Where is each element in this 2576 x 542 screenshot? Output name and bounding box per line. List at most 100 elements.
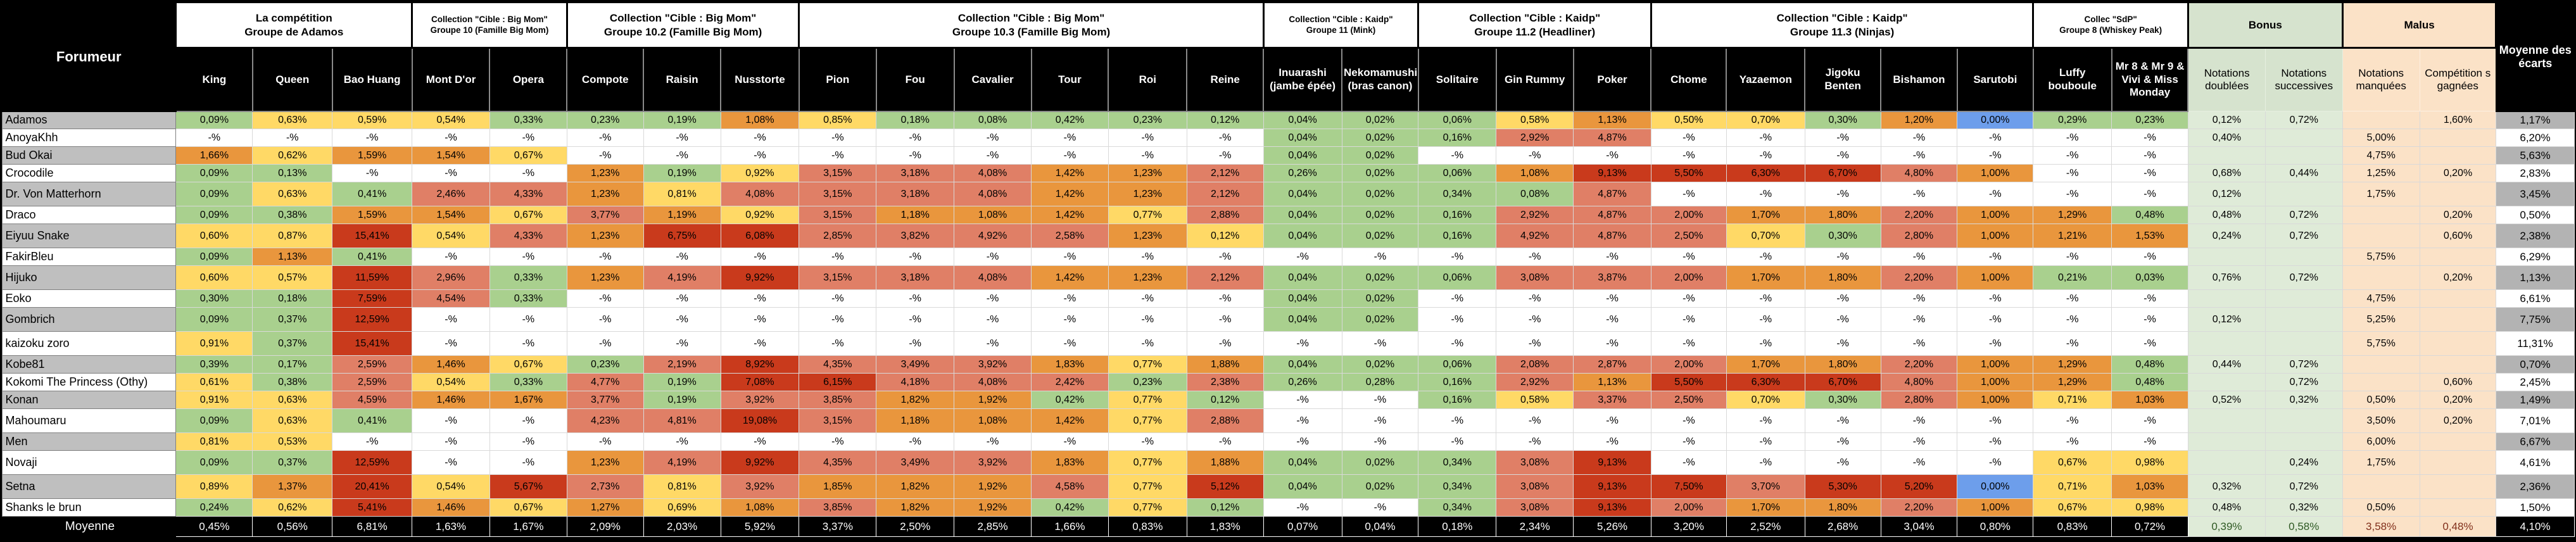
data-cell: 1,46% <box>412 498 490 517</box>
data-cell: 2,38% <box>1186 373 1264 391</box>
data-cell: 3,85% <box>799 391 877 409</box>
data-cell: -% <box>1957 450 2034 475</box>
data-cell: -% <box>1726 182 1805 206</box>
data-cell: -% <box>1031 146 1109 165</box>
forumeur-name: Dr. Von Matterhorn <box>1 182 177 206</box>
avg-data-cell: 5,26% <box>1573 516 1651 537</box>
data-cell: 0,29% <box>2033 111 2112 129</box>
data-cell: 4,59% <box>332 391 413 409</box>
malus-cell <box>2419 331 2497 356</box>
malus-cell <box>2419 289 2497 308</box>
data-cell: -% <box>720 307 800 332</box>
data-cell: 9,92% <box>720 265 800 290</box>
group-header-5: Collection "Cible : Kaidp" Groupe 11.2 (… <box>1417 1 1652 49</box>
data-cell: 0,77% <box>1108 408 1187 433</box>
malus-cell: 0,20% <box>2419 164 2497 182</box>
data-cell: 2,73% <box>566 474 644 499</box>
data-cell: 4,08% <box>720 182 800 206</box>
bonus-cell: 0,24% <box>2264 450 2343 475</box>
data-cell: 4,33% <box>489 224 567 248</box>
data-cell: 0,18% <box>252 289 333 308</box>
avg-cell: 6,61% <box>2496 289 2575 308</box>
data-cell: 1,82% <box>876 391 955 409</box>
data-cell: 0,02% <box>1341 450 1419 475</box>
forumeur-name: Novaji <box>1 450 177 475</box>
data-cell: 0,06% <box>1418 164 1497 182</box>
bonus-cell <box>2264 307 2343 332</box>
data-cell: 9,13% <box>1573 474 1651 499</box>
data-cell: -% <box>566 289 644 308</box>
data-cell: -% <box>1650 289 1727 308</box>
data-cell: 1,70% <box>1726 355 1805 374</box>
bonus-cell: 0,12% <box>2187 111 2266 129</box>
data-cell: -% <box>954 129 1032 147</box>
data-cell: 6,30% <box>1726 164 1805 182</box>
data-cell: -% <box>1418 432 1497 451</box>
column-header: Solitaire <box>1417 47 1497 112</box>
data-cell: 0,02% <box>1341 182 1419 206</box>
data-cell: 0,34% <box>1418 450 1497 475</box>
data-cell: 0,33% <box>489 373 567 391</box>
data-cell: -% <box>1650 307 1727 332</box>
data-cell: 1,19% <box>643 206 721 224</box>
data-cell: 2,50% <box>1650 391 1727 409</box>
data-cell: 0,58% <box>1496 391 1574 409</box>
data-cell: -% <box>1804 450 1881 475</box>
data-cell: 1,08% <box>1496 164 1574 182</box>
data-cell: 2,87% <box>1573 355 1651 374</box>
data-cell: 6,30% <box>1726 373 1805 391</box>
data-cell: 1,53% <box>2111 224 2188 248</box>
data-cell: 2,12% <box>1186 164 1264 182</box>
table-row: Gombrich 0,09% 0,37% 12,59% -% -% -% -% -% -% -% -%… <box>1 307 2575 332</box>
data-cell: 6,70% <box>1804 373 1881 391</box>
malus-cell: 5,75% <box>2342 248 2420 266</box>
data-cell: -% <box>1418 289 1497 308</box>
data-cell: -% <box>643 307 721 332</box>
group-header-0: La compétition Groupe de Adamos <box>175 1 414 49</box>
table-row: Kobe81 0,39% 0,17% 2,59% 1,46% 0,67% 0,23% 2,19… <box>1 355 2575 374</box>
data-cell: 0,71% <box>2033 391 2112 409</box>
data-cell: 15,41% <box>332 224 413 248</box>
data-cell: 0,02% <box>1341 111 1419 129</box>
data-cell: -% <box>643 432 721 451</box>
column-header: Cavalier <box>953 47 1032 112</box>
bonus-cell <box>2187 373 2266 391</box>
data-cell: 0,77% <box>1108 474 1187 499</box>
data-cell: -% <box>1031 432 1109 451</box>
column-header: Queen <box>251 47 333 112</box>
data-cell: -% <box>1418 331 1497 356</box>
forumeur-name: FakirBleu <box>1 248 177 266</box>
data-cell: 9,13% <box>1573 498 1651 517</box>
data-cell: -% <box>1186 289 1264 308</box>
data-cell: -% <box>720 129 800 147</box>
avg-data-cell: 3,20% <box>1650 516 1727 537</box>
forumeur-name: Adamos <box>1 111 177 129</box>
bonus-cell <box>2187 331 2266 356</box>
data-cell: 0,16% <box>1418 129 1497 147</box>
data-cell: 5,20% <box>1880 474 1958 499</box>
malus-cell <box>2342 265 2420 290</box>
data-cell: -% <box>489 450 567 475</box>
data-cell: 0,02% <box>1341 265 1419 290</box>
data-cell: 2,88% <box>1186 206 1264 224</box>
data-cell: -% <box>566 129 644 147</box>
data-cell: 0,67% <box>489 355 567 374</box>
data-cell: 0,03% <box>2111 265 2188 290</box>
forumeur-name: AnoyaKhh <box>1 129 177 147</box>
data-cell: 0,67% <box>489 498 567 517</box>
data-cell: 4,18% <box>876 373 955 391</box>
avg-cell: 7,01% <box>2496 408 2575 433</box>
data-cell: -% <box>1804 129 1881 147</box>
data-cell: 0,04% <box>1263 265 1342 290</box>
avg-data-cell: 2,52% <box>1726 516 1805 537</box>
data-cell: -% <box>1573 432 1651 451</box>
data-cell: -% <box>720 331 800 356</box>
data-cell: 1,08% <box>954 206 1032 224</box>
table-row: Hijuko 0,60% 0,57% 11,59% 2,96% 0,33% 1,23% 4,1… <box>1 265 2575 290</box>
forumeur-name: Setna <box>1 474 177 499</box>
data-cell: 0,85% <box>799 111 877 129</box>
avg-cell: 2,83% <box>2496 164 2575 182</box>
column-header: Luffy bouboule <box>2032 47 2112 112</box>
malus-cell: 0,50% <box>2342 498 2420 517</box>
data-cell: -% <box>1804 289 1881 308</box>
